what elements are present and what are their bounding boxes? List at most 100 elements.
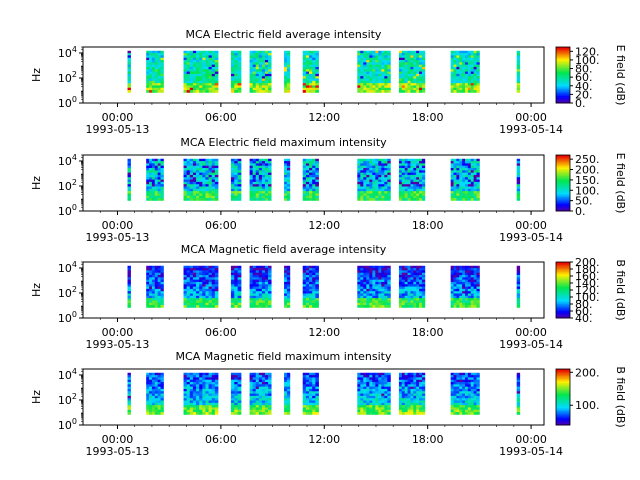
spectrogram-cell: [160, 412, 164, 415]
spectrogram-cell: [154, 186, 159, 190]
spectrogram-cell: [450, 293, 454, 297]
spectrogram-cell: [462, 286, 466, 290]
spectrogram-cell: [302, 382, 307, 385]
spectrogram-cell: [404, 69, 408, 72]
spectrogram-cell: [192, 163, 197, 167]
spectrogram-cell: [211, 265, 216, 269]
colorbar-frame: [555, 154, 571, 212]
spectrogram-cell: [407, 302, 411, 306]
spectrogram-cell: [369, 286, 373, 290]
data-block: [230, 265, 242, 308]
spectrogram-cell: [384, 170, 388, 174]
spectrogram-cell: [381, 78, 385, 82]
spectrogram-cell: [387, 391, 391, 394]
spectrogram-cell: [473, 87, 477, 91]
spectrogram-cell: [363, 391, 367, 394]
spectrogram-cell: [202, 405, 206, 408]
spectrogram-cell: [360, 198, 364, 201]
spectrogram-cell: [258, 407, 263, 411]
spectrogram-cell: [127, 405, 131, 408]
spectrogram-cell: [208, 71, 213, 75]
spectrogram-cell: [375, 386, 379, 390]
spectrogram-cell: [450, 66, 454, 70]
spectrogram-cell: [360, 388, 364, 392]
spectrogram-cell: [234, 184, 239, 187]
colorbar-tick-label: 140.: [575, 277, 600, 290]
spectrogram-cell: [189, 279, 194, 283]
spectrogram-cell: [261, 398, 266, 401]
spectrogram-cell: [305, 375, 310, 378]
spectrogram-cell: [450, 184, 454, 187]
spectrogram-cell: [258, 298, 263, 301]
colorbar-segment: [556, 160, 570, 163]
spectrogram-cell: [413, 402, 417, 406]
spectrogram-cell: [360, 158, 364, 162]
x-tick-date: 1993-05-14: [499, 338, 563, 351]
spectrogram-cell: [413, 300, 417, 304]
spectrogram-cell: [211, 281, 216, 285]
spectrogram-cell: [369, 50, 373, 54]
spectrogram-cell: [516, 191, 521, 194]
spectrogram-cell: [404, 87, 408, 91]
spectrogram-cell: [378, 55, 382, 59]
spectrogram-cell: [416, 279, 420, 283]
spectrogram-cell: [284, 191, 288, 194]
spectrogram-cell: [407, 50, 411, 54]
spectrogram-cell: [196, 172, 200, 176]
spectrogram-cell: [237, 57, 242, 61]
spectrogram-cell: [255, 384, 260, 388]
spectrogram-cell: [127, 55, 131, 59]
spectrogram-cell: [264, 172, 269, 176]
colorbar-segment: [556, 83, 570, 86]
spectrogram-cell: [384, 384, 388, 388]
spectrogram-cell: [419, 66, 423, 70]
spectrogram-cell: [398, 181, 403, 185]
spectrogram-cell: [211, 188, 216, 192]
spectrogram-cell: [398, 191, 403, 194]
spectrogram-cell: [357, 388, 361, 392]
spectrogram-cell: [202, 53, 206, 56]
spectrogram-cell: [199, 76, 203, 79]
spectrogram-cell: [413, 272, 417, 276]
spectrogram-cell: [154, 83, 159, 86]
spectrogram-cell: [189, 272, 194, 276]
spectrogram-cell: [473, 191, 477, 194]
spectrogram-cell: [160, 402, 164, 406]
spectrogram-cell: [255, 80, 260, 84]
spectrogram-cell: [252, 388, 257, 392]
spectrogram-cell: [360, 55, 364, 59]
spectrogram-cell: [252, 186, 257, 190]
spectrogram-cell: [473, 305, 477, 308]
spectrogram-cell: [453, 163, 457, 167]
spectrogram-cell: [453, 90, 457, 93]
spectrogram-cell: [384, 277, 388, 281]
spectrogram-cell: [127, 83, 131, 86]
spectrogram-cell: [268, 174, 272, 178]
spectrogram-cell: [378, 382, 382, 385]
spectrogram-cell: [456, 184, 460, 187]
spectrogram-cell: [211, 181, 216, 185]
spectrogram-cell: [249, 80, 254, 84]
spectrogram-cell: [261, 391, 266, 394]
spectrogram-cell: [387, 279, 391, 283]
spectrogram-cell: [249, 195, 254, 199]
spectrogram-cell: [516, 64, 521, 68]
spectrogram-cell: [146, 71, 150, 75]
spectrogram-cell: [249, 66, 254, 70]
spectrogram-cell: [160, 384, 164, 388]
spectrogram-cell: [284, 55, 288, 59]
spectrogram-cell: [305, 57, 310, 61]
spectrogram-cell: [196, 191, 200, 194]
spectrogram-cell: [372, 170, 376, 174]
spectrogram-cell: [450, 161, 454, 164]
spectrogram-cell: [404, 90, 408, 93]
spectrogram-cell: [249, 60, 254, 63]
spectrogram-cell: [366, 409, 370, 413]
spectrogram-cell: [476, 305, 480, 308]
spectrogram-cell: [208, 272, 213, 276]
spectrogram-cell: [378, 268, 382, 271]
spectrogram-cell: [366, 76, 370, 79]
spectrogram-cell: [476, 275, 480, 278]
colorbar-segment: [556, 280, 570, 283]
spectrogram-cell: [255, 184, 260, 187]
